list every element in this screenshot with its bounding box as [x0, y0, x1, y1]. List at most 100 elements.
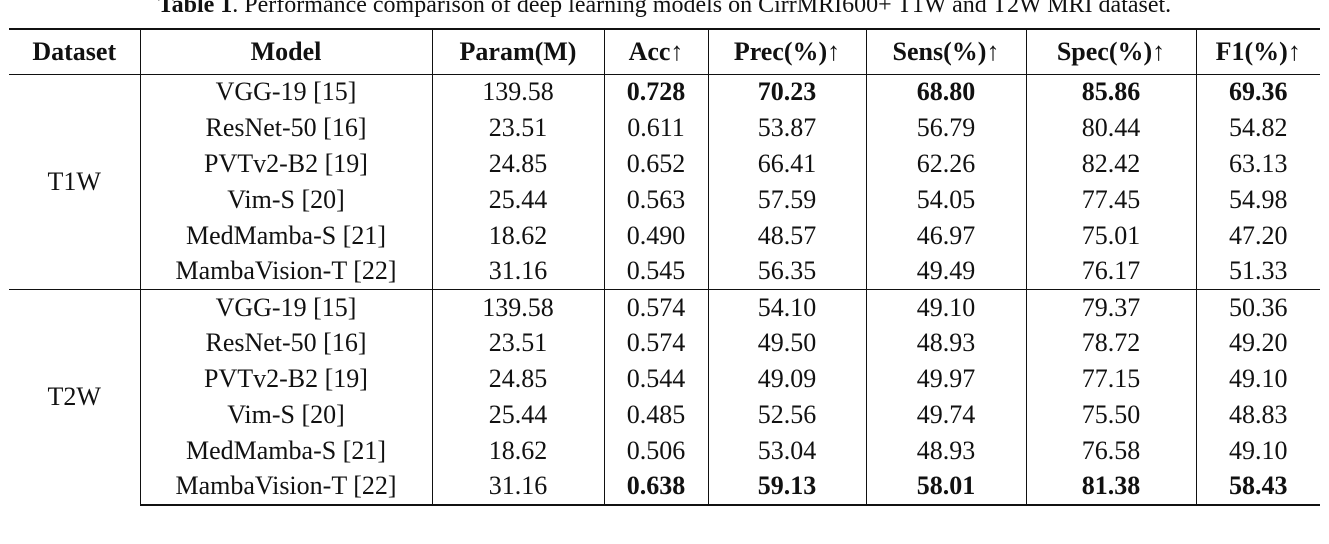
cell-sens: 58.01	[865, 468, 1026, 506]
cell-f1: 54.82	[1195, 109, 1320, 146]
cell-f1: 49.10	[1195, 432, 1320, 469]
cell-model: PVTv2-B2 [19]	[139, 145, 432, 182]
cell-acc: 0.544	[603, 361, 708, 398]
cell-prec: 59.13	[707, 468, 866, 506]
cell-acc: 0.728	[603, 73, 708, 110]
cell-param: 24.85	[431, 145, 604, 182]
cell-param: 25.44	[431, 181, 604, 218]
cell-model: ResNet-50 [16]	[139, 325, 432, 362]
table-row: PVTv2-B2 [19] 24.85 0.544 49.09 49.97 77.15 49…	[9, 361, 1320, 398]
table-row: MedMamba-S [21] 18.62 0.490 48.57 46.97 75.01…	[9, 217, 1320, 254]
header-spec: Spec(%)↑	[1025, 28, 1196, 75]
cell-model: VGG-19 [15]	[139, 73, 432, 110]
cell-f1: 69.36	[1195, 73, 1320, 110]
cell-prec: 66.41	[707, 145, 866, 182]
cell-model: MedMamba-S [21]	[139, 217, 432, 254]
cell-spec: 85.86	[1025, 73, 1196, 110]
cell-param: 18.62	[431, 217, 604, 254]
cell-prec: 53.04	[707, 432, 866, 469]
cell-param: 23.51	[431, 325, 604, 362]
cell-model: Vim-S [20]	[139, 397, 432, 433]
table-row: T2W VGG-19 [15] 139.58 0.574 54.10 49.10 79.37…	[9, 288, 1320, 505]
cell-prec: 49.50	[707, 325, 866, 362]
cell-prec: 57.59	[707, 181, 866, 218]
cell-spec: 80.44	[1025, 109, 1196, 146]
cell-param: 18.62	[431, 432, 604, 469]
cell-sens: 49.74	[865, 397, 1026, 433]
t1w-group: T1W VGG-19 [15] 139.58 0.728 70.23 68.80 85.86…	[9, 73, 1320, 290]
header-model: Model	[139, 28, 432, 75]
cell-spec: 76.17	[1025, 253, 1196, 290]
cell-f1: 50.36	[1195, 288, 1320, 326]
cell-acc: 0.638	[603, 468, 708, 506]
header-f1: F1(%)↑	[1195, 28, 1320, 75]
cell-prec: 53.87	[707, 109, 866, 146]
table-row: MambaVision-T [22] 31.16 0.638 59.13 58.01 81…	[9, 468, 1320, 506]
cell-param: 139.58	[431, 73, 604, 110]
cell-acc: 0.485	[603, 397, 708, 433]
header-row: Dataset Model Param(M) Acc↑ Prec(%)↑ Sen…	[9, 28, 1320, 75]
cell-param: 31.16	[431, 253, 604, 290]
dataset-cell: T2W	[9, 288, 140, 505]
cell-model: MedMamba-S [21]	[139, 432, 432, 469]
results-table: Dataset Model Param(M) Acc↑ Prec(%)↑ Sen…	[9, 28, 1320, 506]
cell-sens: 62.26	[865, 145, 1026, 182]
cell-sens: 48.93	[865, 325, 1026, 362]
cell-spec: 77.15	[1025, 361, 1196, 398]
cell-spec: 75.01	[1025, 217, 1196, 254]
cell-acc: 0.574	[603, 325, 708, 362]
table-row: MambaVision-T [22] 31.16 0.545 56.35 49.49 76…	[9, 253, 1320, 290]
cell-f1: 54.98	[1195, 181, 1320, 218]
cell-prec: 52.56	[707, 397, 866, 433]
cell-spec: 79.37	[1025, 288, 1196, 326]
cell-sens: 68.80	[865, 73, 1026, 110]
cell-spec: 75.50	[1025, 397, 1196, 433]
cell-acc: 0.563	[603, 181, 708, 218]
table-row: PVTv2-B2 [19] 24.85 0.652 66.41 62.26 82.42 63…	[9, 145, 1320, 182]
header-dataset: Dataset	[9, 28, 140, 75]
cell-model: VGG-19 [15]	[139, 288, 432, 326]
cell-f1: 47.20	[1195, 217, 1320, 254]
cell-param: 31.16	[431, 468, 604, 506]
t2w-group: T2W VGG-19 [15] 139.58 0.574 54.10 49.10 79.37…	[9, 288, 1320, 506]
dataset-cell: T1W	[9, 73, 140, 290]
caption-label: Table 1	[157, 0, 233, 18]
header-acc: Acc↑	[603, 28, 708, 75]
cell-sens: 56.79	[865, 109, 1026, 146]
cell-f1: 48.83	[1195, 397, 1320, 433]
header-prec: Prec(%)↑	[707, 28, 866, 75]
cell-param: 139.58	[431, 288, 604, 326]
cell-acc: 0.574	[603, 288, 708, 326]
table-row: Vim-S [20] 25.44 0.563 57.59 54.05 77.45 54.98	[9, 181, 1320, 218]
cell-acc: 0.490	[603, 217, 708, 254]
table-caption: Table 1. Performance comparison of deep …	[0, 0, 1329, 19]
cell-param: 24.85	[431, 361, 604, 398]
caption-text: . Performance comparison of deep learnin…	[232, 0, 1172, 18]
cell-sens: 48.93	[865, 432, 1026, 469]
cell-param: 25.44	[431, 397, 604, 433]
cell-f1: 51.33	[1195, 253, 1320, 290]
cell-f1: 63.13	[1195, 145, 1320, 182]
cell-spec: 81.38	[1025, 468, 1196, 506]
cell-sens: 49.97	[865, 361, 1026, 398]
cell-model: ResNet-50 [16]	[139, 109, 432, 146]
cell-acc: 0.506	[603, 432, 708, 469]
cell-model: MambaVision-T [22]	[139, 468, 432, 506]
cell-spec: 82.42	[1025, 145, 1196, 182]
table-row: ResNet-50 [16] 23.51 0.611 53.87 56.79 80.44 5…	[9, 109, 1320, 146]
cell-prec: 54.10	[707, 288, 866, 326]
table-header: Dataset Model Param(M) Acc↑ Prec(%)↑ Sen…	[9, 28, 1320, 75]
cell-spec: 78.72	[1025, 325, 1196, 362]
cell-spec: 76.58	[1025, 432, 1196, 469]
cell-param: 23.51	[431, 109, 604, 146]
cell-prec: 70.23	[707, 73, 866, 110]
cell-prec: 49.09	[707, 361, 866, 398]
cell-sens: 54.05	[865, 181, 1026, 218]
cell-model: MambaVision-T [22]	[139, 253, 432, 290]
cell-prec: 48.57	[707, 217, 866, 254]
cell-f1: 49.20	[1195, 325, 1320, 362]
table-row: T1W VGG-19 [15] 139.58 0.728 70.23 68.80 85.86…	[9, 73, 1320, 290]
table-row: ResNet-50 [16] 23.51 0.574 49.50 48.93 78.72 4…	[9, 325, 1320, 362]
header-param: Param(M)	[431, 28, 604, 75]
cell-model: Vim-S [20]	[139, 181, 432, 218]
